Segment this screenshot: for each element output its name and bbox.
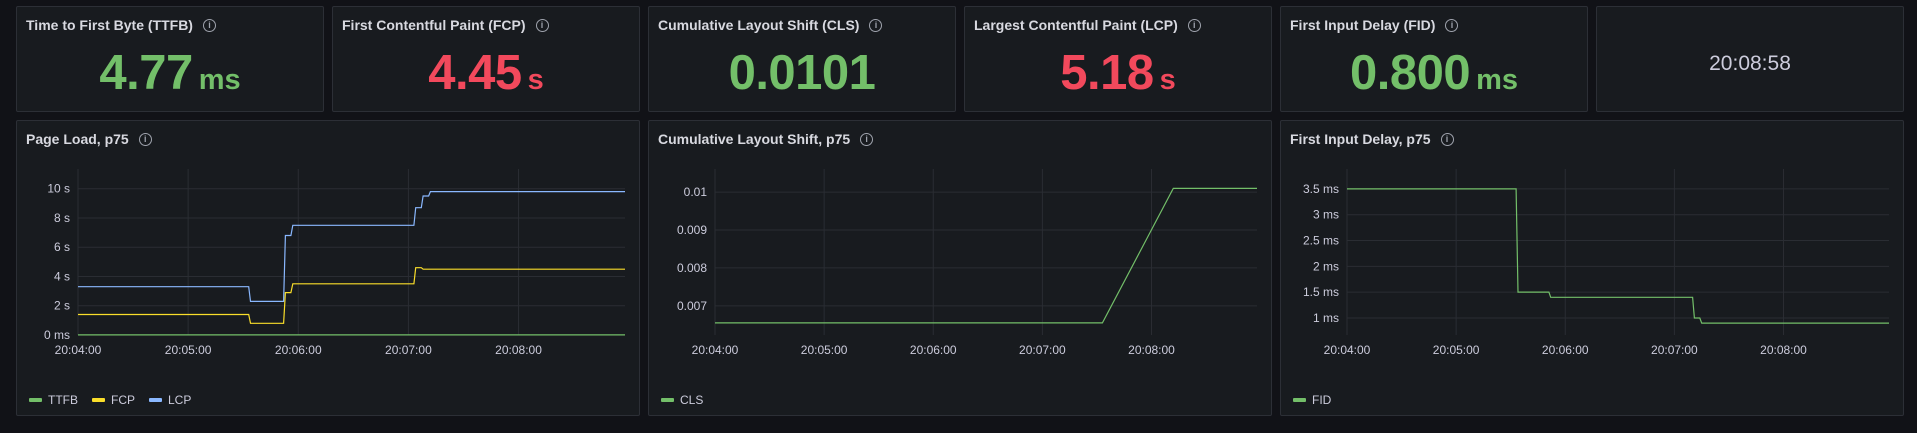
panel-title: Time to First Byte (TTFB)	[26, 17, 193, 33]
y-tick-label: 0.008	[677, 261, 707, 275]
stat-unit: s	[1160, 64, 1176, 96]
x-tick-label: 20:08:00	[1128, 343, 1175, 357]
legend-swatch	[29, 398, 42, 402]
legend-swatch	[661, 398, 674, 402]
x-tick-label: 20:06:00	[910, 343, 957, 357]
clock-panel[interactable]: 20:08:58	[1596, 6, 1904, 112]
y-tick-label: 0 ms	[44, 328, 70, 342]
y-tick-label: 0.007	[677, 299, 707, 313]
y-tick-label: 2.5 ms	[1303, 234, 1339, 248]
y-tick-label: 4 s	[54, 269, 70, 283]
series-line-fid[interactable]	[1347, 189, 1889, 323]
x-tick-label: 20:08:00	[1760, 343, 1807, 357]
y-tick-label: 2 s	[54, 299, 70, 313]
info-icon[interactable]: i	[203, 19, 216, 32]
x-tick-label: 20:05:00	[801, 343, 848, 357]
legend-item-fid[interactable]: FID	[1293, 393, 1331, 407]
y-tick-label: 3.5 ms	[1303, 182, 1339, 196]
y-tick-label: 1 ms	[1313, 311, 1339, 325]
legend-item-cls[interactable]: CLS	[661, 393, 703, 407]
y-tick-label: 10 s	[47, 182, 70, 196]
y-tick-label: 6 s	[54, 240, 70, 254]
fid-panel[interactable]: First Input Delay, p75 i 1 ms 1.5 ms 2 ms 2.…	[1280, 120, 1904, 416]
legend-item-fcp[interactable]: FCP	[92, 393, 135, 407]
panel-title: Largest Contentful Paint (LCP)	[974, 17, 1178, 33]
y-tick-label: 0.009	[677, 223, 707, 237]
page-load-chart[interactable]: 0 ms 2 s 4 s 6 s 8 s 10 s 20:04:00 20:05:00 20:0…	[17, 121, 641, 417]
x-tick-label: 20:07:00	[1019, 343, 1066, 357]
chart-legend: TTFB FCP LCP	[29, 393, 191, 407]
x-tick-label: 20:05:00	[165, 343, 212, 357]
next-row-edge	[0, 424, 1917, 433]
stat-value: 5.18	[1060, 46, 1153, 100]
panel-title: First Contentful Paint (FCP)	[342, 17, 526, 33]
cls-panel[interactable]: Cumulative Layout Shift, p75 i 0.007 0.008…	[648, 120, 1272, 416]
stat-panel-lcp[interactable]: Largest Contentful Paint (LCP) i 5.18 s	[964, 6, 1272, 112]
y-tick-label: 1.5 ms	[1303, 285, 1339, 299]
info-icon[interactable]: i	[1445, 19, 1458, 32]
x-tick-label: 20:06:00	[1542, 343, 1589, 357]
legend-item-lcp[interactable]: LCP	[149, 393, 191, 407]
stat-panel-fcp[interactable]: First Contentful Paint (FCP) i 4.45 s	[332, 6, 640, 112]
clock-time: 20:08:58	[1597, 52, 1903, 76]
fid-chart[interactable]: 1 ms 1.5 ms 2 ms 2.5 ms 3 ms 3.5 ms 20:04:00 20…	[1281, 121, 1905, 417]
panel-title: Cumulative Layout Shift (CLS)	[658, 17, 859, 33]
y-tick-label: 0.01	[684, 185, 708, 199]
stat-panel-fid[interactable]: First Input Delay (FID) i 0.800 ms	[1280, 6, 1588, 112]
y-tick-label: 8 s	[54, 211, 70, 225]
stat-unit: ms	[199, 64, 241, 96]
stat-value: 4.45	[428, 46, 521, 100]
panel-title: First Input Delay (FID)	[1290, 17, 1435, 33]
info-icon[interactable]: i	[1188, 19, 1201, 32]
x-tick-label: 20:07:00	[385, 343, 432, 357]
info-icon[interactable]: i	[536, 19, 549, 32]
x-tick-label: 20:05:00	[1433, 343, 1480, 357]
legend-swatch	[149, 398, 162, 402]
stat-panel-cls[interactable]: Cumulative Layout Shift (CLS) i 0.0101	[648, 6, 956, 112]
stat-panel-ttfb[interactable]: Time to First Byte (TTFB) i 4.77 ms	[16, 6, 324, 112]
legend-label: TTFB	[48, 393, 78, 407]
x-tick-label: 20:08:00	[495, 343, 542, 357]
y-tick-label: 2 ms	[1313, 259, 1339, 273]
chart-legend: CLS	[661, 393, 703, 407]
x-tick-label: 20:04:00	[1324, 343, 1371, 357]
stat-unit: ms	[1476, 64, 1518, 96]
stat-value: 0.0101	[729, 46, 876, 100]
stat-value: 0.800	[1350, 46, 1470, 100]
info-icon[interactable]: i	[869, 19, 882, 32]
legend-swatch	[92, 398, 105, 402]
legend-label: FCP	[111, 393, 135, 407]
legend-item-ttfb[interactable]: TTFB	[29, 393, 78, 407]
chart-legend: FID	[1293, 393, 1331, 407]
cls-chart[interactable]: 0.007 0.008 0.009 0.01 20:04:00 20:05:00 20:06…	[649, 121, 1273, 417]
x-tick-label: 20:04:00	[55, 343, 102, 357]
stat-value: 4.77	[99, 46, 192, 100]
legend-swatch	[1293, 398, 1306, 402]
x-tick-label: 20:04:00	[692, 343, 739, 357]
series-line-lcp[interactable]	[78, 192, 625, 302]
series-line-cls[interactable]	[715, 188, 1257, 323]
y-tick-label: 3 ms	[1313, 208, 1339, 222]
x-tick-label: 20:07:00	[1651, 343, 1698, 357]
x-tick-label: 20:06:00	[275, 343, 322, 357]
legend-label: CLS	[680, 393, 703, 407]
legend-label: LCP	[168, 393, 191, 407]
legend-label: FID	[1312, 393, 1331, 407]
stat-unit: s	[528, 64, 544, 96]
